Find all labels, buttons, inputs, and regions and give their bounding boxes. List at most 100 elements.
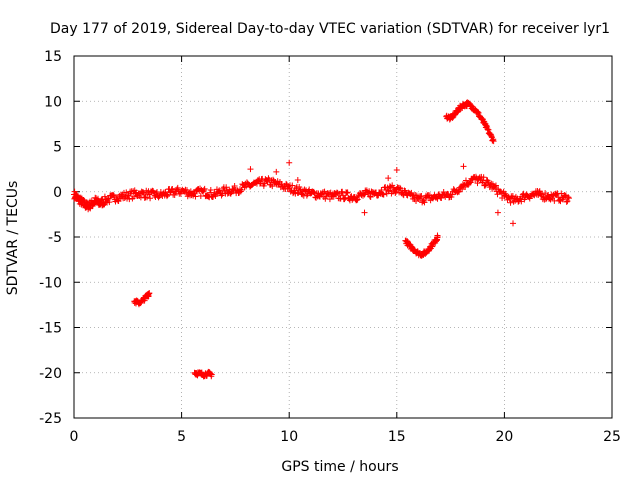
y-tick-label: 10 [44,94,62,110]
y-tick-label: -25 [39,411,62,427]
main-band-point [564,198,571,205]
main-band-point [565,195,572,202]
y-tick-label: -15 [39,321,62,337]
main-band-point [191,190,198,197]
main-band-point [237,188,244,195]
main-band-point [366,193,373,200]
spikes-point [393,167,400,174]
main-band-point [565,194,572,201]
x-tick-label: 25 [603,429,621,445]
spikes-point [361,209,368,216]
main-band-point [353,197,360,204]
main-band-point [385,188,392,195]
main-band-point [462,177,469,184]
main-band-point [140,191,147,198]
main-band-point [289,182,296,189]
y-axis-label: SDTVAR / TECUs [5,181,21,296]
main-band-point [492,182,499,189]
main-band-point [269,183,276,190]
x-tick-label: 0 [70,429,79,445]
main-band-point [201,185,208,192]
main-band-point [563,198,570,205]
spikes-point [494,209,501,216]
main-band-point [416,196,423,203]
main-band-point [507,199,514,206]
y-tick-label: 15 [44,49,62,65]
cluster-3h-point [146,290,153,297]
main-band-point [420,198,427,205]
main-band-point [467,179,474,186]
data-points [71,99,572,380]
main-band-point [380,191,387,198]
main-band-point [200,187,207,194]
y-tick-label: -5 [48,230,62,246]
main-band-point [293,185,300,192]
main-band-point [393,188,400,195]
main-band-point [354,196,361,203]
x-tick-label: 10 [280,429,298,445]
main-band-point [392,189,399,196]
spikes-point [286,159,293,166]
main-band-point [223,184,230,191]
main-band-point [174,184,181,191]
main-band-point [126,196,133,203]
dip-15.5-point [434,234,441,240]
main-band-point [164,191,171,198]
main-band-point [110,192,117,199]
y-tick-label: -20 [39,366,62,382]
main-band-point [303,192,310,199]
main-band-point [339,188,346,195]
main-band-point [71,188,78,195]
main-band-point [545,191,552,198]
main-band-point [238,187,245,194]
main-band-point [261,180,268,187]
main-band-point [558,190,565,197]
y-tick-label: -10 [39,275,62,291]
x-tick-label: 5 [177,429,186,445]
main-band-point [110,191,117,198]
main-band-point [106,199,113,206]
main-band-point [482,182,489,189]
cluster-5.7h-point [208,371,215,378]
main-band-point [397,185,404,192]
main-band-point [130,193,137,200]
main-band-point [171,191,178,198]
main-band-point [163,193,170,200]
spikes-point [247,166,254,173]
main-band-point [542,190,549,197]
y-tick-label: 5 [53,140,62,156]
main-band-point [449,191,456,198]
grid [74,56,612,418]
main-band-point [306,186,313,193]
main-band-point [459,186,466,193]
x-tick-label: 15 [388,429,406,445]
main-band-point [344,189,351,196]
main-band-point [192,193,199,200]
main-band-point [456,188,463,195]
main-band-point [536,188,543,195]
main-band-point [518,198,525,205]
x-axis-label: GPS time / hours [281,459,398,475]
spikes-point [294,176,301,183]
arc-upper-point [490,138,497,145]
spikes-point [510,220,517,227]
main-band-point [147,195,154,202]
main-band-point [479,177,486,184]
main-band-point [539,191,546,198]
x-tick-label: 20 [495,429,513,445]
y-tick-label: 0 [53,185,62,201]
main-band-point [474,180,481,187]
main-band-point [399,191,406,198]
main-band-point [480,174,487,181]
axes: 0 5 10 15 20 25 -25 -20 -15 -10 -5 0 5 10 15 [39,49,621,445]
main-band-point [207,187,214,194]
main-band-point [231,182,238,189]
main-band-point [562,193,569,200]
chart-title: Day 177 of 2019, Sidereal Day-to-day VTE… [50,21,610,37]
spikes-point [460,163,467,170]
main-band-point [421,199,428,206]
main-band-point [310,188,317,195]
spikes-point [385,175,392,182]
spikes-point [273,168,280,175]
